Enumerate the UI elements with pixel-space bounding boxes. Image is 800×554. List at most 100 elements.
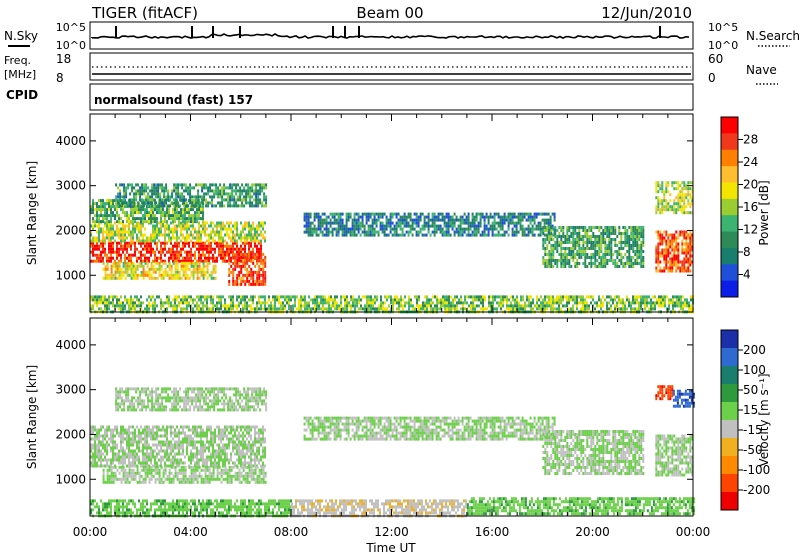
power-cell-0 xyxy=(118,250,120,254)
power-cell-4 xyxy=(198,261,201,265)
power-cell-3 xyxy=(125,192,128,196)
power-cell-8 xyxy=(572,256,575,259)
power-cell-10 xyxy=(655,181,658,185)
power-cell-6 xyxy=(216,295,218,299)
power-cell-8 xyxy=(632,226,635,229)
power-cell-7 xyxy=(331,227,334,231)
power-cell-7 xyxy=(451,224,454,228)
power-cell-8 xyxy=(578,262,581,265)
power-cell-6 xyxy=(346,304,348,308)
power-cell-6 xyxy=(206,307,208,311)
power-cell-2 xyxy=(154,202,156,206)
power-cell-6 xyxy=(218,298,220,302)
power-cell-7 xyxy=(319,227,322,231)
power-cell-6 xyxy=(196,295,198,299)
power-cell-7 xyxy=(355,221,358,225)
power-cell-6 xyxy=(566,301,568,305)
power-cell-7 xyxy=(433,224,436,228)
power-cell-8 xyxy=(596,259,599,262)
power-cell-2 xyxy=(96,217,98,221)
power-cell-8 xyxy=(610,256,613,259)
power-cell-6 xyxy=(346,295,348,299)
power-cell-6 xyxy=(122,304,124,308)
power-cell-0 xyxy=(222,244,224,248)
power-cell-6 xyxy=(480,298,482,302)
power-cell-2 xyxy=(194,199,196,203)
power-cell-3 xyxy=(195,195,198,199)
power-cell-5 xyxy=(240,264,243,268)
power-cell-7 xyxy=(305,221,308,225)
power-cell-6 xyxy=(140,301,142,305)
power-cell-3 xyxy=(225,192,228,196)
power-cell-8 xyxy=(546,253,549,256)
power-cell-4 xyxy=(198,267,201,271)
power-cell-7 xyxy=(361,230,364,234)
power-cell-6 xyxy=(246,304,248,308)
power-cell-7 xyxy=(443,218,446,222)
power-cell-9 xyxy=(667,266,670,270)
power-cell-7 xyxy=(403,212,406,216)
power-cell-7 xyxy=(427,227,430,231)
power-cell-3 xyxy=(245,183,248,187)
power-cell-6 xyxy=(550,301,552,305)
power-cell-6 xyxy=(654,301,656,305)
power-cell-6 xyxy=(118,307,120,311)
power-cell-7 xyxy=(543,221,546,225)
power-cell-1 xyxy=(164,239,166,243)
power-cell-0 xyxy=(208,241,210,245)
power-cell-8 xyxy=(634,226,637,229)
power-cell-0 xyxy=(208,250,210,254)
power-cell-6 xyxy=(398,304,400,308)
power-cell-10 xyxy=(659,199,662,203)
power-cell-7 xyxy=(491,215,494,219)
power-cell-7 xyxy=(409,218,412,222)
power-cell-6 xyxy=(636,301,638,305)
power-cell-8 xyxy=(566,256,569,259)
power-cell-3 xyxy=(123,198,126,202)
power-cell-6 xyxy=(100,298,102,302)
power-cell-1 xyxy=(226,230,228,234)
power-cell-7 xyxy=(467,224,470,228)
power-cell-1 xyxy=(156,230,158,234)
power-cell-6 xyxy=(634,295,636,299)
power-cell-1 xyxy=(104,236,106,240)
power-cell-4 xyxy=(142,267,145,271)
power-cell-1 xyxy=(230,227,232,231)
power-cell-5 xyxy=(240,270,243,274)
power-cell-6 xyxy=(484,307,486,311)
power-cell-0 xyxy=(190,247,192,251)
power-cell-6 xyxy=(622,304,624,308)
power-cell-7 xyxy=(549,218,552,222)
power-cell-0 xyxy=(216,256,218,260)
power-cell-8 xyxy=(596,235,599,238)
power-cell-2 xyxy=(126,205,128,209)
power-cell-10 xyxy=(663,190,666,194)
power-cell-7 xyxy=(319,215,322,219)
power-cell-6 xyxy=(246,295,248,299)
power-cell-6 xyxy=(644,295,646,299)
power-cell-1 xyxy=(218,221,220,225)
power-cell-6 xyxy=(492,304,494,308)
power-cell-8 xyxy=(552,250,555,253)
power-cell-7 xyxy=(497,221,500,225)
power-cell-7 xyxy=(479,212,482,216)
power-cell-3 xyxy=(171,201,174,205)
power-cell-0 xyxy=(162,250,164,254)
power-cell-6 xyxy=(326,298,328,302)
power-cell-6 xyxy=(90,307,92,311)
power-cell-4 xyxy=(102,267,105,271)
power-cell-9 xyxy=(667,236,670,240)
power-cell-7 xyxy=(453,233,456,237)
power-cell-6 xyxy=(250,307,252,311)
power-cell-6 xyxy=(292,304,294,308)
power-cell-4 xyxy=(118,267,121,271)
power-cell-5 xyxy=(230,270,233,274)
power-cell-6 xyxy=(258,301,260,305)
power-cell-6 xyxy=(670,301,672,305)
power-cell-0 xyxy=(146,241,148,245)
power-cell-6 xyxy=(560,307,562,311)
power-cell-2 xyxy=(94,202,96,206)
power-cell-3 xyxy=(149,198,152,202)
power-cell-2 xyxy=(150,208,152,212)
power-cell-6 xyxy=(454,298,456,302)
